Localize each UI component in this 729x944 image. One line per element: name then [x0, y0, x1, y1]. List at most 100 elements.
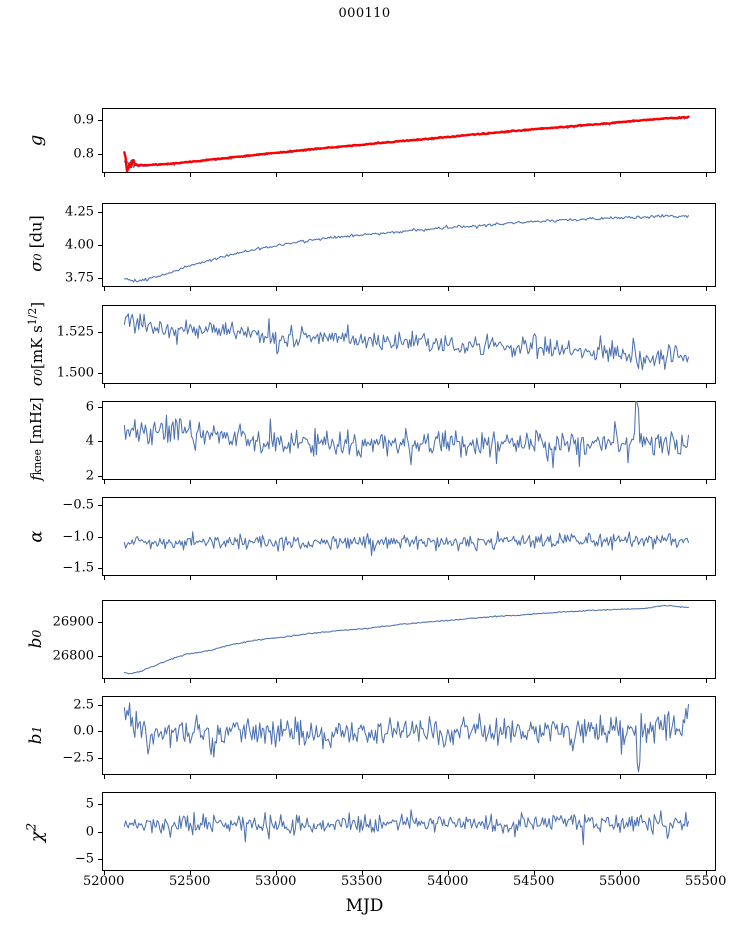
x-tick-mark: [447, 679, 449, 683]
y-tick-label: 0.9: [73, 112, 94, 128]
data-line-b0: [123, 604, 690, 675]
y-tick-label: −5: [74, 851, 94, 867]
x-tick-mark: [361, 287, 363, 291]
y-tick-mark: [98, 119, 102, 121]
x-tick-mark: [447, 173, 449, 177]
data-line-g_smooth_fit: [123, 115, 690, 173]
x-tick-mark: [619, 679, 621, 683]
y-tick-label: 26900: [52, 614, 94, 630]
x-tick-mark: [189, 287, 191, 291]
y-tick-label: 4.00: [65, 237, 94, 253]
x-tick-mark: [447, 480, 449, 484]
x-tick-mark: [275, 775, 277, 779]
data-line-fknee: [123, 401, 690, 469]
x-tick-mark: [533, 871, 535, 875]
y-tick-label: 4.25: [65, 204, 94, 220]
y-tick-mark: [98, 475, 102, 477]
x-tick-mark: [275, 480, 277, 484]
y-tick-mark: [98, 804, 102, 806]
x-tick-mark: [275, 871, 277, 875]
panel-chi2: 5 0 −5: [75, 792, 716, 875]
series-layer-chi2: [123, 809, 690, 846]
x-tick-mark: [447, 576, 449, 580]
y-tick-label: 6: [85, 399, 94, 415]
x-tick-mark: [447, 871, 449, 875]
x-tick-mark: [275, 679, 277, 683]
y-tick-label: −1.5: [62, 560, 94, 576]
panel-fknee: 2 4 6: [86, 400, 716, 484]
panel-b0: 26800 26900: [53, 600, 716, 683]
series-layer-b0: [123, 604, 690, 675]
series-layer-gain: [123, 115, 690, 173]
series-layer-fknee: [123, 401, 690, 469]
panel-sigma0_mKs: 1.500 1.525: [57, 305, 716, 388]
x-tick-mark: [189, 679, 191, 683]
x-tick-mark: [619, 287, 621, 291]
x-tick-mark: [189, 775, 191, 779]
y-tick-mark: [98, 407, 102, 408]
x-tick-mark: [275, 287, 277, 291]
y-tick-mark: [98, 441, 102, 443]
x-tick-mark: [533, 576, 535, 580]
y-tick-label: 0.0: [73, 723, 94, 739]
x-tick-mark: [189, 384, 191, 388]
x-tick-mark: [705, 576, 707, 580]
axes-frame-b1: [102, 696, 716, 775]
x-tick-mark: [705, 775, 707, 779]
x-tick-mark: [189, 173, 191, 177]
x-tick-mark: [103, 384, 105, 388]
x-tick-mark: [103, 871, 105, 875]
data-line-b1: [123, 702, 690, 773]
x-tick-mark: [619, 480, 621, 484]
x-tick-mark: [705, 480, 707, 484]
x-tick-mark: [103, 576, 105, 580]
y-tick-label: 1.525: [56, 324, 94, 340]
axes-frame-sigma0_du: [102, 203, 716, 287]
y-tick-label: 3.75: [65, 270, 94, 286]
y-tick-label: −1.0: [62, 529, 94, 544]
x-tick-mark: [103, 480, 105, 484]
y-tick-label: 2.5: [73, 697, 94, 713]
panel-b1: 2.5 0.0 −2.5: [62, 696, 716, 779]
x-tick-mark: [361, 576, 363, 580]
x-tick-label: 54000: [427, 874, 469, 889]
x-tick-label: 52500: [169, 874, 211, 889]
panel-sigma0_du: 3.75 4.00 4.25: [65, 203, 716, 291]
series-layer-b1: [123, 702, 690, 773]
x-tick-mark: [275, 576, 277, 580]
series-layer-sigma0_mKs: [123, 313, 690, 371]
x-tick-mark: [619, 576, 621, 580]
y-tick-mark: [98, 504, 102, 506]
x-tick-mark: [533, 384, 535, 388]
x-tick-mark: [533, 775, 535, 779]
x-tick-mark: [619, 384, 621, 388]
series-layer-alpha: [123, 530, 690, 557]
y-tick-label: 0.8: [73, 146, 94, 162]
data-line-sigma0_mKs: [123, 313, 690, 371]
x-tick-mark: [533, 679, 535, 683]
axes-frame-sigma0_mKs: [102, 305, 716, 384]
x-tick-mark: [447, 287, 449, 291]
y-tick-label: 4: [85, 433, 94, 449]
x-tick-mark: [705, 287, 707, 291]
x-tick-mark: [705, 384, 707, 388]
y-tick-mark: [98, 757, 102, 759]
x-tick-mark: [705, 173, 707, 177]
axes-frame-alpha: [102, 497, 716, 576]
x-tick-mark: [275, 384, 277, 388]
panel-alpha: −0.5 −1.0 −1.5: [62, 497, 716, 580]
series-layer-sigma0_du: [123, 214, 690, 283]
y-tick-mark: [98, 731, 102, 733]
x-tick-mark: [619, 871, 621, 875]
x-tick-label: 55000: [598, 874, 641, 889]
y-tick-mark: [98, 858, 102, 860]
data-line-sigma0: [123, 214, 690, 283]
x-tick-mark: [447, 384, 449, 388]
x-tick-mark: [103, 775, 105, 779]
x-tick-mark: [705, 871, 707, 875]
x-tick-label: 52000: [83, 874, 125, 889]
x-tick-mark: [361, 384, 363, 388]
y-tick-label: 5: [85, 796, 94, 812]
x-tick-mark: [189, 480, 191, 484]
